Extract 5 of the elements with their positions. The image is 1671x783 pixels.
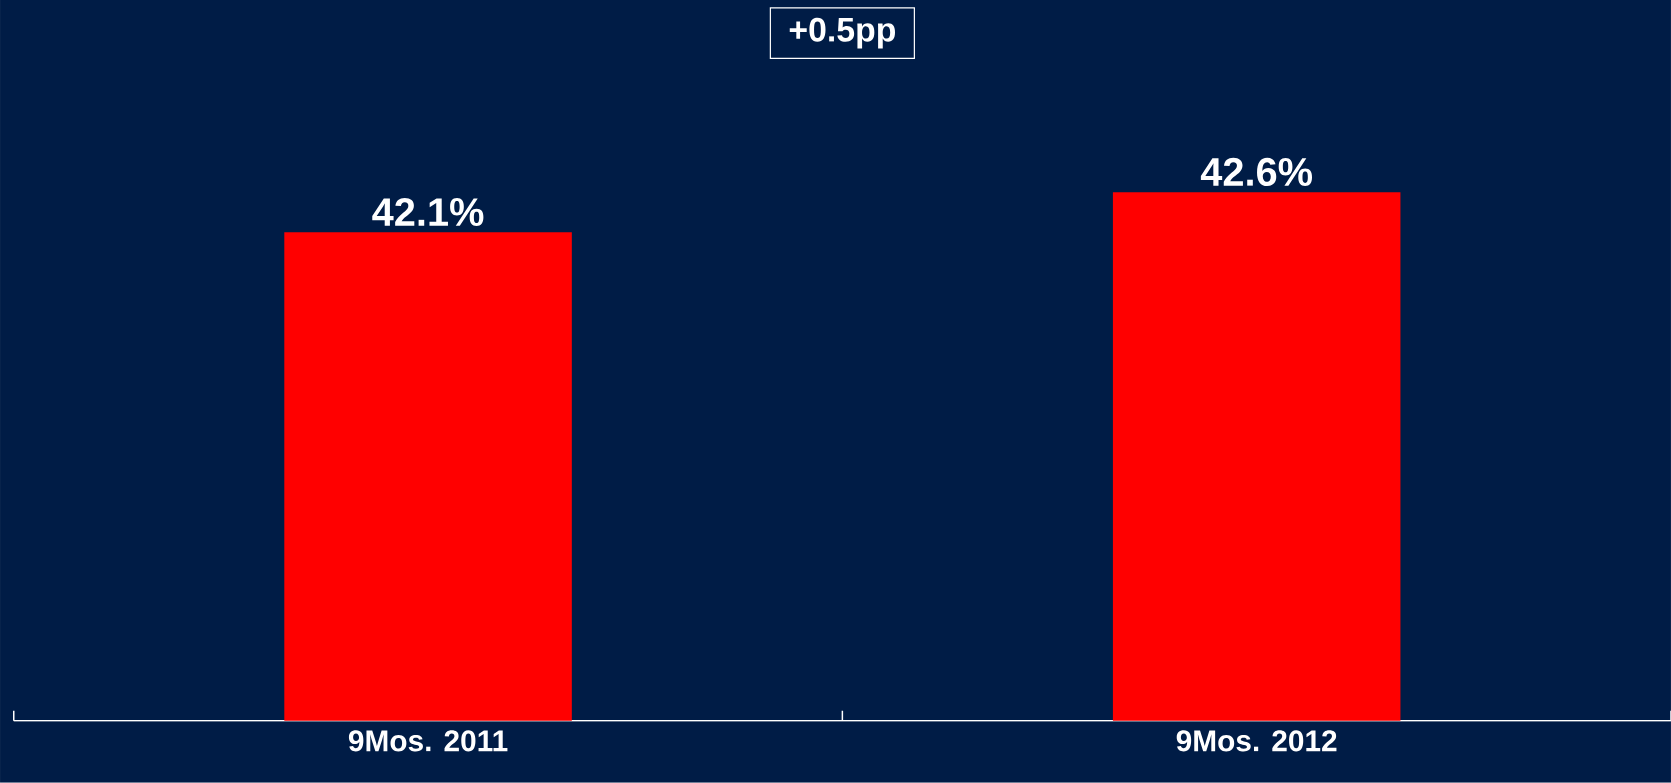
x-tick-label: 9Mos. 2012 [1176,730,1337,752]
data-label: 42.6% [1200,158,1313,187]
x-tick-label: 9Mos. 2011 [348,730,508,752]
data-label: 42.1% [372,198,484,227]
annotation: +0.5pp [789,17,896,49]
